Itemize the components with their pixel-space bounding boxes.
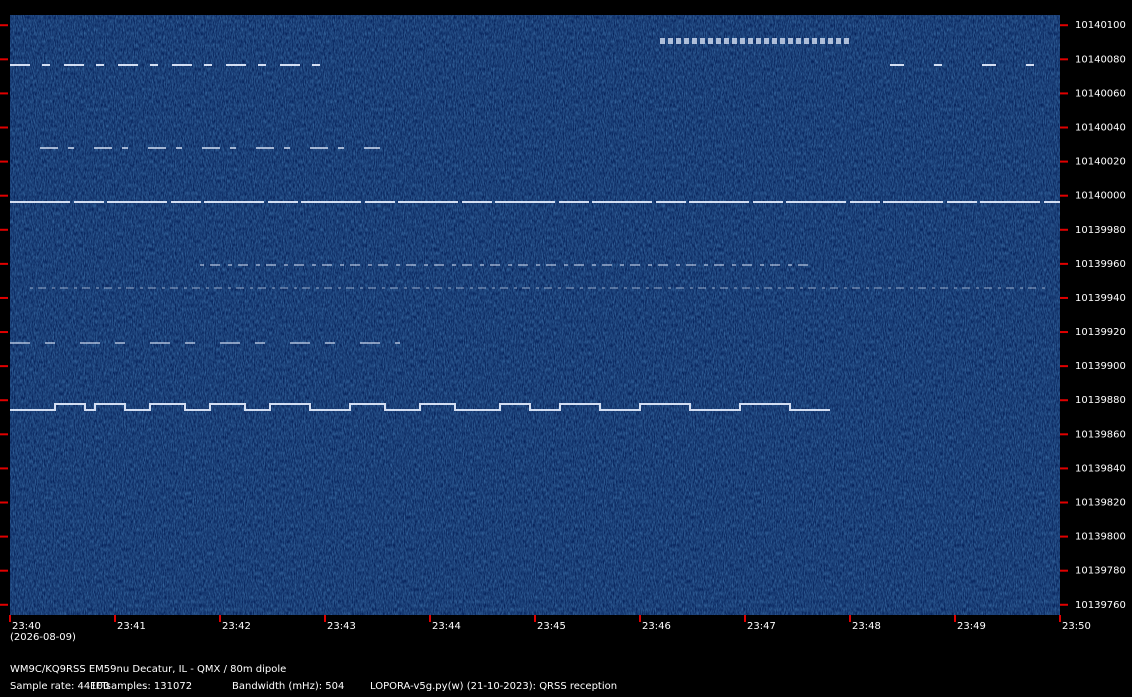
y-tick-label: 10139860	[1075, 429, 1126, 440]
x-tick-label: 23:46	[642, 621, 671, 632]
x-tick-label: 23:49	[957, 621, 986, 632]
y-tick-label: 10139780	[1075, 566, 1126, 577]
info-fft: FFTsamples: 131072	[90, 681, 192, 692]
y-tick-label: 10139940	[1075, 293, 1126, 304]
x-tick-label: 23:47	[747, 621, 776, 632]
station: WM9C/KQ9RSS EM59nu Decatur, IL - QMX / 8…	[10, 664, 286, 675]
info-bandwidth: Bandwidth (mHz): 504	[232, 681, 344, 692]
y-tick-label: 10140000	[1075, 191, 1126, 202]
y-tick-label: 10140060	[1075, 88, 1126, 99]
y-tick-label: 10139800	[1075, 532, 1126, 543]
y-tick-label: 10140080	[1075, 54, 1126, 65]
y-tick-label: 10139980	[1075, 225, 1126, 236]
y-tick-label: 10139760	[1075, 600, 1126, 611]
x-tick-label: 23:40	[12, 621, 41, 632]
y-tick-label: 10139900	[1075, 361, 1126, 372]
signal-traces	[10, 38, 1060, 411]
x-tick-label: 23:50	[1062, 621, 1091, 632]
y-tick-label: 10139840	[1075, 463, 1126, 474]
y-tick-label: 10140100	[1075, 20, 1126, 31]
x-tick-label: 23:48	[852, 621, 881, 632]
x-tick-label: 23:45	[537, 621, 566, 632]
y-tick-label: 10139960	[1075, 259, 1126, 270]
x-tick-label: 23:42	[222, 621, 251, 632]
y-tick-label: 10139920	[1075, 327, 1126, 338]
info-sample-rate: Sample rate: 44100	[10, 681, 109, 692]
info-software: LOPORA-v5g.py(w) (21-10-2023): QRSS rece…	[370, 681, 617, 692]
y-tick-label: 10140020	[1075, 157, 1126, 168]
x-tick-label: 23:44	[432, 621, 461, 632]
y-tick-label: 10139880	[1075, 395, 1126, 406]
y-tick-label: 10140040	[1075, 123, 1126, 134]
x-tick-label: 23:41	[117, 621, 146, 632]
date: (2026-08-09)	[10, 632, 76, 643]
y-tick-label: 10139820	[1075, 498, 1126, 509]
waterfall-noise	[10, 15, 1060, 615]
x-tick-label: 23:43	[327, 621, 356, 632]
